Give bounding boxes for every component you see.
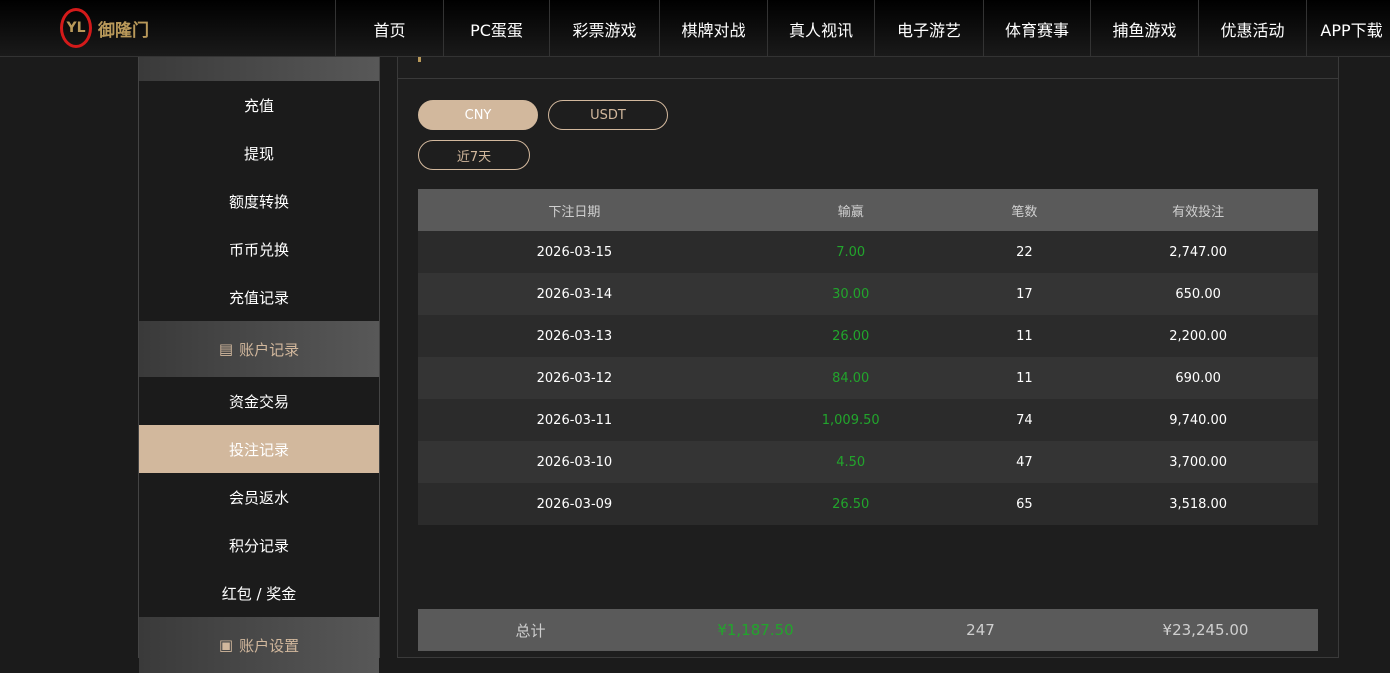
table-cell: 26.00 [730,315,971,357]
sidebar-item[interactable]: 红包 / 奖金 [221,584,297,603]
total-cell: 247 [966,621,995,639]
table-cell: 47 [970,441,1079,483]
column-header: 有效投注 [1078,189,1318,231]
table-cell: 2026-03-15 [418,231,731,273]
table-row: 2026-03-15 7.00 22 2,747.00 [418,231,1318,273]
bet-records-table: 下注日期 输赢 笔数 有效投注 2026-03-15 7.00 22 2,747.00 202… [418,189,1318,525]
sidebar-fund-header [139,57,379,81]
table-cell: 2026-03-14 [418,273,731,315]
table-cell: 2026-03-13 [418,315,731,357]
total-row: 总计 ¥1,187.50 247 ¥23,245.00 [418,609,1318,651]
table-cell: 2026-03-12 [418,357,731,399]
column-header: 输赢 [730,189,971,231]
nav-item[interactable]: 捕鱼游戏 [1090,0,1198,57]
table-cell: 2026-03-09 [418,483,731,525]
sidebar-item[interactable]: 额度转换 [228,192,289,211]
table-row: 2026-03-12 84.00 11 690.00 [418,357,1318,399]
panel-header [398,57,1338,79]
table-cell: 17 [970,273,1079,315]
nav-item[interactable]: 优惠活动 [1198,0,1306,57]
table-cell: 650.00 [1078,273,1318,315]
table-row: 2026-03-10 4.50 47 3,700.00 [418,441,1318,483]
total-cell: ¥1,187.50 [717,621,794,639]
logo-icon: YL [60,8,92,48]
settings-header-label: 账户设置 [239,636,300,655]
nav-item[interactable]: 彩票游戏 [549,0,659,57]
logo-text: 御隆门 [98,20,149,41]
table-cell: 74 [970,399,1079,441]
period-7days-button[interactable]: 近7天 [418,140,530,170]
sidebar-item[interactable]: 充值记录 [228,288,289,307]
sidebar-settings-header[interactable]: ▣ 账户设置 [139,617,379,673]
sidebar-item[interactable]: 资金交易 [228,392,289,411]
records-header-label: 账户记录 [239,340,300,359]
table-cell: 3,518.00 [1078,483,1318,525]
sidebar-item[interactable]: 会员返水 [228,488,289,507]
sidebar-item[interactable]: 积分记录 [228,536,289,555]
table-cell: 2,747.00 [1078,231,1318,273]
table-cell: 7.00 [730,231,971,273]
column-header: 笔数 [970,189,1079,231]
table-cell: 26.50 [730,483,971,525]
total-cell: ¥23,245.00 [1162,621,1249,639]
logo[interactable]: YL 御隆门 [60,8,149,48]
column-header: 下注日期 [418,189,731,231]
table-cell: 9,740.00 [1078,399,1318,441]
table-cell: 11 [970,357,1079,399]
table-cell: 11 [970,315,1079,357]
nav-item[interactable]: 真人视讯 [767,0,874,57]
nav-item[interactable]: PC蛋蛋 [443,0,549,57]
table-cell: 690.00 [1078,357,1318,399]
sidebar: 充值提现额度转换币币兑换充值记录 ▤ 账户记录 资金交易投注记录会员返水积分记录… [138,57,380,673]
sidebar-item[interactable]: 币币兑换 [228,240,289,259]
sidebar-item[interactable]: 提现 [243,144,274,163]
table-cell: 1,009.50 [730,399,971,441]
table-row: 2026-03-11 1,009.50 74 9,740.00 [418,399,1318,441]
currency-usdt-button[interactable]: USDT [548,100,668,130]
table-row: 2026-03-13 26.00 11 2,200.00 [418,315,1318,357]
nav-item[interactable]: 棋牌对战 [659,0,767,57]
nav-item[interactable]: APP下载 [1306,0,1390,57]
table-cell: 2026-03-11 [418,399,731,441]
top-nav: YL 御隆门 首页 PC蛋蛋 彩票游戏 棋牌对战 真人视讯 电子游艺 体育赛事 捕鱼游戏 优惠活… [0,0,1390,57]
table-cell: 2026-03-10 [418,441,731,483]
nav-item[interactable]: 体育赛事 [983,0,1090,57]
currency-cny-button[interactable]: CNY [418,100,538,130]
table-row: 2026-03-14 30.00 17 650.00 [418,273,1318,315]
table-cell: 22 [970,231,1079,273]
table-cell: 3,700.00 [1078,441,1318,483]
nav-item[interactable]: 电子游艺 [874,0,983,57]
table-cell: 84.00 [730,357,971,399]
total-cell: 总计 [515,621,546,640]
table-cell: 2,200.00 [1078,315,1318,357]
table-row: 2026-03-09 26.50 65 3,518.00 [418,483,1318,525]
table-cell: 65 [970,483,1079,525]
nav-item[interactable]: 首页 [335,0,443,57]
bet-records-panel: CNY USDT 近7天 下注日期 输赢 笔数 有效投注 2026-03-15 7.00… [397,57,1339,658]
document-icon: ▤ [218,340,234,358]
sidebar-records-header[interactable]: ▤ 账户记录 [139,321,379,377]
table-cell: 30.00 [730,273,971,315]
table-cell: 4.50 [730,441,971,483]
sidebar-item[interactable]: 充值 [243,96,274,115]
user-card-icon: ▣ [218,636,234,654]
sidebar-item[interactable]: 投注记录 [139,425,379,473]
